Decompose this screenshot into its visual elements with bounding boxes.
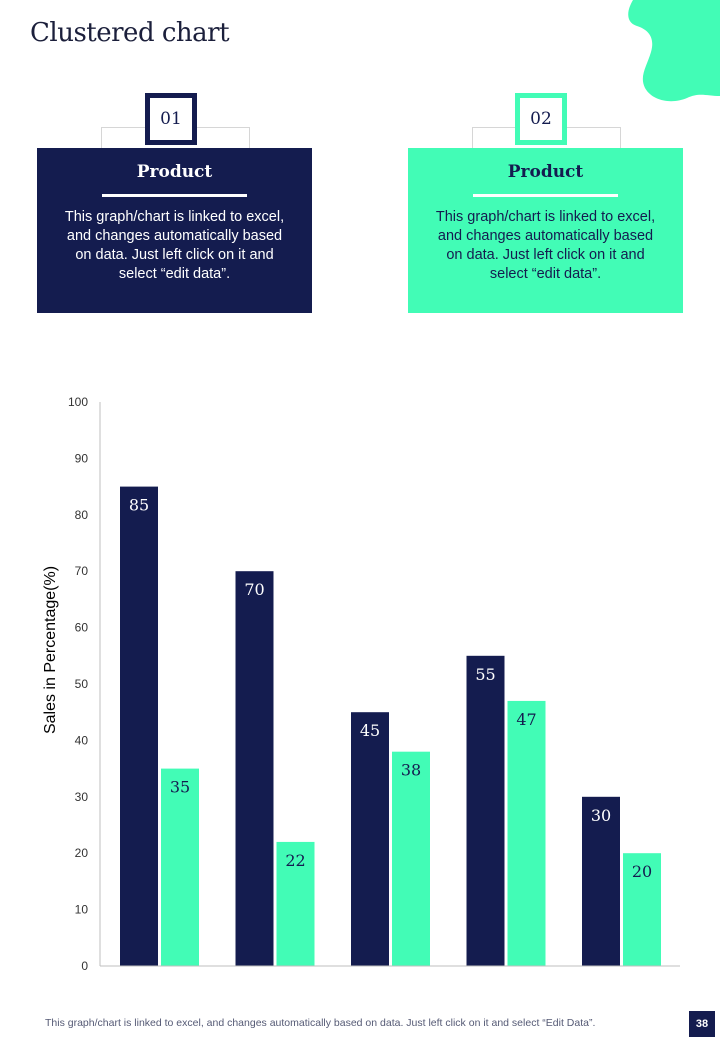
y-tick-label: 0 bbox=[81, 959, 88, 973]
product-card-1: Product This graph/chart is linked to ex… bbox=[37, 148, 312, 313]
decorative-blob bbox=[628, 0, 720, 102]
product-card-2: Product This graph/chart is linked to ex… bbox=[408, 148, 683, 313]
clustered-bar-chart: 0 10 20 30 40 50 60 70 80 90 100 85 35 70 22 45 38 55 47 3… bbox=[42, 395, 680, 973]
y-tick-label: 30 bbox=[75, 790, 89, 804]
card-1-text: This graph/chart is linked to excel, and… bbox=[64, 209, 285, 282]
card-1-divider bbox=[102, 194, 247, 197]
card-2-title: Product bbox=[507, 162, 584, 182]
y-tick-label: 70 bbox=[75, 564, 89, 578]
bar-series-2-2 bbox=[276, 841, 315, 966]
y-tick-label: 100 bbox=[68, 395, 88, 409]
y-axis-label: Sales in Percentage(%) bbox=[42, 566, 59, 734]
data-label-series-1-5: 30 bbox=[591, 806, 611, 825]
data-label-series-1-3: 45 bbox=[360, 721, 380, 740]
card-2-text: This graph/chart is linked to excel, and… bbox=[435, 209, 656, 282]
bar-series-1-4 bbox=[466, 655, 505, 966]
bar-series-1-3 bbox=[351, 712, 389, 966]
y-tick-label: 40 bbox=[75, 733, 89, 747]
data-label-series-1-4: 55 bbox=[475, 665, 495, 684]
bar-series-2-3 bbox=[392, 751, 430, 966]
y-tick-label: 20 bbox=[75, 846, 89, 860]
page-title: Clustered chart bbox=[30, 18, 230, 48]
data-label-series-2-5: 20 bbox=[632, 862, 652, 881]
y-tick-label: 10 bbox=[75, 903, 89, 917]
bar-series-2-5 bbox=[623, 853, 661, 966]
card-1-title: Product bbox=[136, 162, 213, 182]
card-1-number: 01 bbox=[145, 93, 197, 145]
data-label-series-2-1: 35 bbox=[170, 778, 190, 797]
y-tick-label: 60 bbox=[75, 621, 89, 635]
data-label-series-2-2: 22 bbox=[285, 851, 305, 870]
y-tick-label: 50 bbox=[75, 677, 89, 691]
page-number: 38 bbox=[689, 1011, 715, 1037]
y-tick-label: 80 bbox=[75, 508, 89, 522]
data-label-series-2-3: 38 bbox=[401, 761, 421, 780]
bar-series-2-1 bbox=[161, 768, 199, 966]
data-label-series-2-4: 47 bbox=[516, 710, 536, 729]
bar-series-1-2 bbox=[235, 571, 274, 966]
bar-series-2-4 bbox=[507, 700, 546, 966]
y-tick-label: 90 bbox=[75, 451, 89, 465]
footer-note: This graph/chart is linked to excel, and… bbox=[45, 1017, 596, 1029]
bar-series-1-5 bbox=[582, 796, 620, 966]
card-2-number: 02 bbox=[515, 93, 567, 145]
bar-series-1-1 bbox=[120, 486, 158, 966]
data-label-series-1-2: 70 bbox=[244, 580, 264, 599]
data-label-series-1-1: 85 bbox=[129, 496, 149, 515]
card-2-divider bbox=[473, 194, 618, 197]
